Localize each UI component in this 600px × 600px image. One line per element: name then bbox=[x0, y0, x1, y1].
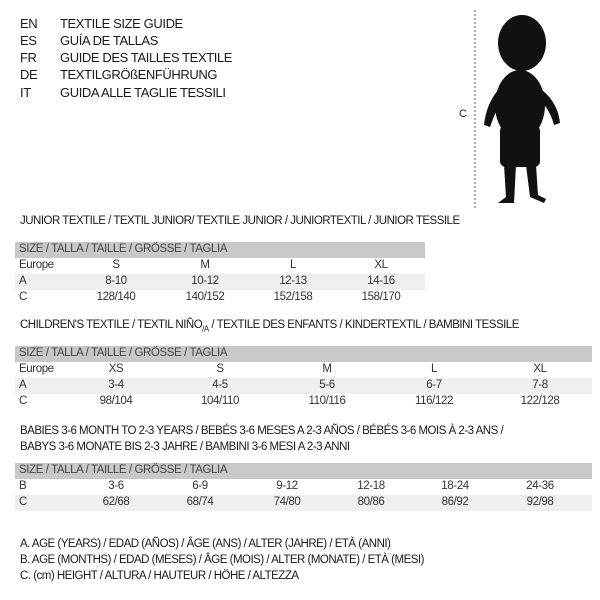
header-cell: SIZE / TALLA / TAILLE / GRÖSSE / TAGLIA bbox=[19, 347, 228, 359]
babies-title-line2: BABYS 3-6 MONATE BIS 2-3 JAHRE / BAMBINI… bbox=[20, 441, 350, 453]
table-header: SIZE / TALLA / TAILLE / GRÖSSE / TAGLIA bbox=[15, 242, 425, 258]
row-label: C bbox=[19, 395, 27, 407]
table-row: A 3-4 4-5 5-6 6-7 7-8 bbox=[15, 378, 592, 394]
lang-title: TEXTILGRÖßENFÜHRUNG bbox=[60, 67, 218, 82]
lang-title: GUIDE DES TAILLES TEXTILE bbox=[60, 50, 233, 65]
cell: 140/152 bbox=[185, 291, 225, 303]
table-row: C 128/140 140/152 152/158 158/170 bbox=[15, 290, 425, 306]
cell: 68/74 bbox=[186, 496, 214, 508]
lang-title: GUIDA ALLE TAGLIE TESSILI bbox=[60, 85, 226, 100]
junior-title: JUNIOR TEXTILE / TEXTIL JUNIOR/ TEXTILE … bbox=[20, 215, 460, 227]
cell: 116/122 bbox=[415, 395, 453, 407]
cell: M bbox=[200, 259, 210, 271]
cell: 86/92 bbox=[441, 496, 469, 508]
cell: 7-8 bbox=[532, 379, 548, 391]
row-label: A bbox=[19, 379, 27, 391]
cell: 3-4 bbox=[108, 379, 124, 391]
row-label: Europe bbox=[19, 363, 54, 375]
cell: 6-9 bbox=[192, 480, 208, 492]
cell: 24-36 bbox=[526, 480, 554, 492]
cell: 80/86 bbox=[357, 496, 385, 508]
junior-size-table: SIZE / TALLA / TAILLE / GRÖSSE / TAGLIA … bbox=[15, 242, 425, 306]
cell: 5-6 bbox=[319, 379, 335, 391]
cell: 110/116 bbox=[308, 395, 346, 407]
cell: 18-24 bbox=[441, 480, 469, 492]
height-label: C bbox=[459, 108, 467, 120]
cell: 128/140 bbox=[96, 291, 136, 303]
table-row: Europe XS S M L XL bbox=[15, 362, 592, 378]
cell: M bbox=[322, 363, 332, 375]
cell: 4-5 bbox=[212, 379, 228, 391]
cell: L bbox=[290, 259, 296, 271]
table-row: C 98/104 104/110 110/116 116/122 122/128 bbox=[15, 394, 592, 410]
lang-code: DE bbox=[20, 67, 38, 82]
lang-title: GUÍA DE TALLAS bbox=[60, 33, 158, 48]
children-size-table: SIZE / TALLA / TAILLE / GRÖSSE / TAGLIA … bbox=[15, 346, 592, 410]
legend-age-years: A. AGE (YEARS) / EDAD (AÑOS) / ÂGE (ANS)… bbox=[20, 538, 391, 550]
cell: 6-7 bbox=[426, 379, 442, 391]
row-label: Europe bbox=[19, 259, 54, 271]
lang-code: FR bbox=[20, 50, 37, 65]
cell: 8-10 bbox=[105, 275, 127, 287]
cell: XL bbox=[533, 363, 547, 375]
cell: 152/158 bbox=[273, 291, 313, 303]
lang-title: TEXTILE SIZE GUIDE bbox=[60, 16, 183, 31]
header-cell: SIZE / TALLA / TAILLE / GRÖSSE / TAGLIA bbox=[19, 243, 228, 255]
cell: 12-13 bbox=[279, 275, 307, 287]
cell: 62/68 bbox=[102, 496, 130, 508]
cell: S bbox=[216, 363, 224, 375]
cell: 9-12 bbox=[276, 480, 298, 492]
title-text: / TEXTILE DES ENFANTS / KINDERTEXTIL / B… bbox=[208, 319, 519, 331]
lang-code: ES bbox=[20, 33, 37, 48]
table-row: B 3-6 6-9 9-12 12-18 18-24 24-36 bbox=[15, 479, 592, 495]
cell: 104/110 bbox=[201, 395, 239, 407]
cell: 98/104 bbox=[99, 395, 133, 407]
cell: 74/80 bbox=[273, 496, 301, 508]
cell: 12-18 bbox=[357, 480, 385, 492]
cell: L bbox=[431, 363, 437, 375]
row-label: A bbox=[19, 275, 27, 287]
cell: 14-16 bbox=[367, 275, 395, 287]
header-cell: SIZE / TALLA / TAILLE / GRÖSSE / TAGLIA bbox=[19, 464, 228, 476]
cell: XL bbox=[374, 259, 388, 271]
table-row: Europe S M L XL bbox=[15, 258, 425, 274]
cell: 122/128 bbox=[520, 395, 560, 407]
cell: 3-6 bbox=[108, 480, 124, 492]
babies-title-line1: BABIES 3-6 MONTH TO 2-3 YEARS / BEBÉS 3-… bbox=[20, 425, 504, 437]
cell: 92/98 bbox=[526, 496, 554, 508]
legend-age-months: B. AGE (MONTHS) / EDAD (MESES) / ÂGE (MO… bbox=[20, 554, 424, 566]
title-text: CHILDREN'S TEXTILE / TEXTIL NIÑO bbox=[20, 319, 203, 331]
cell: S bbox=[112, 259, 120, 271]
row-label: B bbox=[19, 480, 27, 492]
title-sub: /A bbox=[202, 324, 209, 334]
row-label: C bbox=[19, 496, 27, 508]
cell: 10-12 bbox=[191, 275, 219, 287]
table-header: SIZE / TALLA / TAILLE / GRÖSSE / TAGLIA bbox=[15, 346, 592, 362]
babies-size-table: SIZE / TALLA / TAILLE / GRÖSSE / TAGLIA … bbox=[15, 463, 592, 511]
children-title: CHILDREN'S TEXTILE / TEXTIL NIÑO/A / TEX… bbox=[20, 319, 519, 333]
table-header: SIZE / TALLA / TAILLE / GRÖSSE / TAGLIA bbox=[15, 463, 592, 479]
row-label: C bbox=[19, 291, 27, 303]
table-row: C 62/68 68/74 74/80 80/86 86/92 92/98 bbox=[15, 495, 592, 511]
cell: XS bbox=[108, 363, 124, 375]
baby-silhouette-icon bbox=[474, 10, 560, 210]
cell: 158/170 bbox=[361, 291, 401, 303]
legend-height: C. (cm) HEIGHT / ALTURA / HAUTEUR / HÖHE… bbox=[20, 570, 299, 582]
table-row: A 8-10 10-12 12-13 14-16 bbox=[15, 274, 425, 290]
lang-code: EN bbox=[20, 16, 38, 31]
lang-code: IT bbox=[20, 85, 31, 100]
